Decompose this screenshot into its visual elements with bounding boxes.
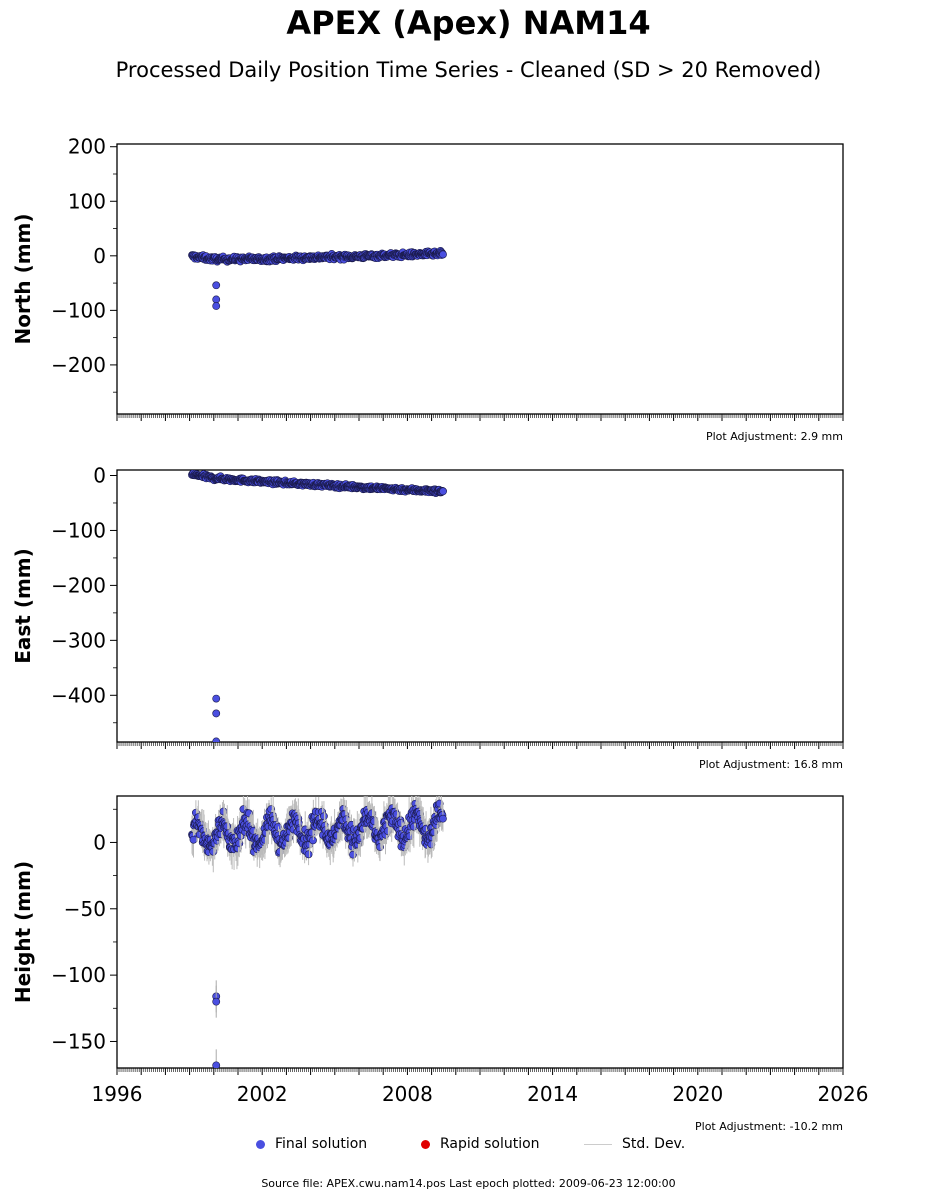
y-tick-label: −100	[51, 963, 106, 987]
plot-adjustment-label: Plot Adjustment: 16.8 mm	[699, 758, 843, 771]
outlier-point	[212, 709, 221, 718]
y-tick-label: −50	[64, 897, 106, 921]
legend-final-label: Final solution	[275, 1136, 368, 1152]
x-tick-label: 1996	[92, 1082, 143, 1106]
x-tick-label: 2002	[237, 1082, 288, 1106]
data-series	[188, 796, 447, 1068]
plot-adjustment-label: Plot Adjustment: 2.9 mm	[706, 430, 843, 443]
outlier-point	[212, 281, 221, 290]
x-tick-label: 2020	[672, 1082, 723, 1106]
legend-std: Std. Dev.	[584, 1136, 685, 1152]
y-tick-label: −100	[51, 298, 106, 322]
y-tick-label: −400	[51, 683, 106, 707]
data-point	[439, 250, 447, 259]
y-axis-label: Height (mm)	[11, 861, 35, 1003]
legend-final: Final solution	[256, 1136, 367, 1152]
data-series	[188, 247, 447, 310]
legend-rapid: Rapid solution	[421, 1136, 540, 1152]
y-tick-label: −100	[51, 518, 106, 542]
chart-title: APEX (Apex) NAM14	[286, 4, 651, 42]
y-axis-label: East (mm)	[11, 548, 35, 664]
outlier-point	[212, 302, 221, 310]
legend-std-label: Std. Dev.	[622, 1136, 686, 1152]
y-tick-label: 100	[68, 189, 106, 213]
data-point	[439, 487, 447, 496]
legend: Final solution Rapid solution Std. Dev.	[0, 1136, 937, 1158]
plot-adjustment-label: Plot Adjustment: -10.2 mm	[695, 1120, 843, 1133]
y-axis-label: North (mm)	[11, 213, 35, 344]
y-tick-label: 0	[93, 244, 106, 268]
std-dev-line-marker	[584, 1143, 612, 1145]
y-tick-label: 0	[93, 830, 106, 854]
x-tick-label: 2008	[382, 1082, 433, 1106]
y-tick-label: −150	[51, 1029, 106, 1053]
chart-subtitle: Processed Daily Position Time Series - C…	[115, 58, 822, 82]
outlier-point	[212, 997, 221, 1006]
rapid-solution-marker	[421, 1139, 430, 1149]
source-note: Source file: APEX.cwu.nam14.pos Last epo…	[261, 1177, 676, 1190]
data-series	[188, 470, 447, 742]
x-tick-label: 2026	[818, 1082, 869, 1106]
x-tick-label: 2014	[527, 1082, 578, 1106]
plot-frame	[116, 469, 844, 743]
outlier-point	[212, 1061, 221, 1068]
outlier-point	[212, 295, 221, 304]
data-point	[439, 814, 447, 823]
legend-rapid-label: Rapid solution	[440, 1136, 540, 1152]
y-tick-label: −200	[51, 573, 106, 597]
outlier-point	[212, 694, 221, 703]
y-tick-label: −300	[51, 628, 106, 652]
plot-frame	[116, 143, 844, 415]
y-tick-label: 200	[68, 135, 106, 159]
y-tick-label: −200	[51, 353, 106, 377]
y-tick-label: 0	[93, 463, 106, 487]
final-solution-marker	[256, 1139, 265, 1149]
outlier-point	[212, 737, 221, 742]
data-point	[189, 835, 198, 844]
data-point	[304, 850, 313, 859]
